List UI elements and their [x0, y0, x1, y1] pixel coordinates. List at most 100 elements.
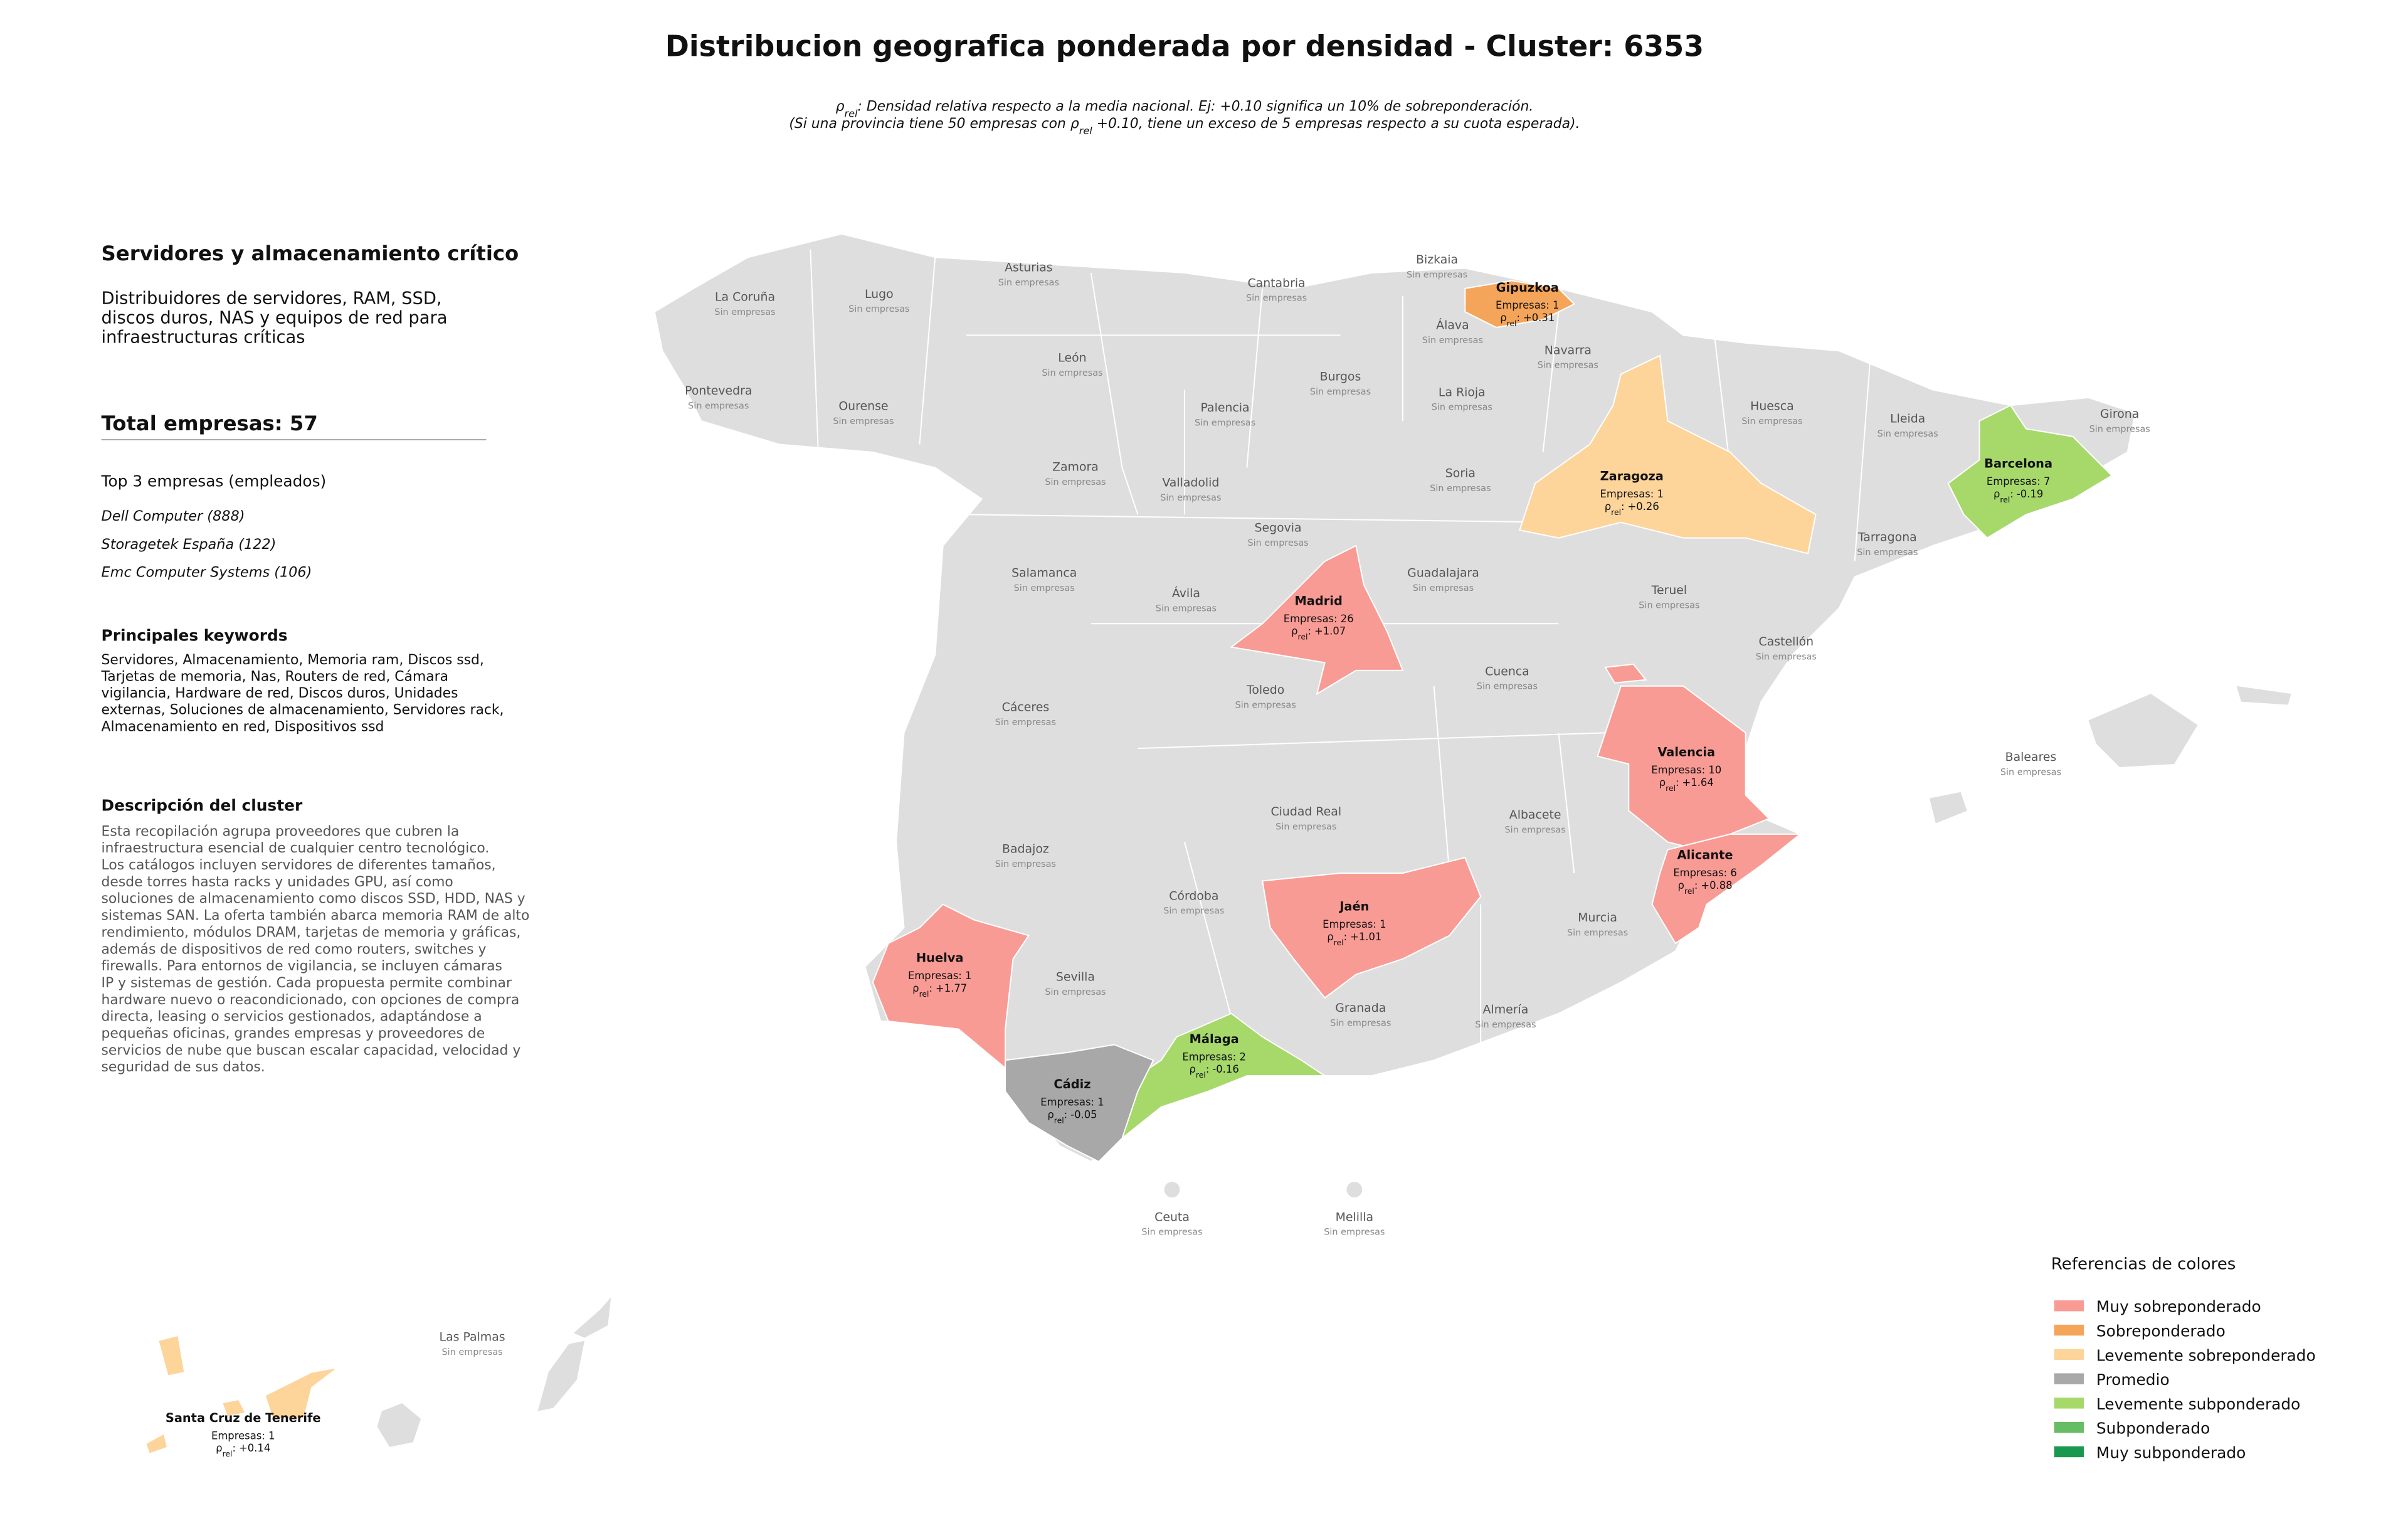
total-label: Total empresas: 57	[102, 411, 318, 435]
province-empty: Sin empresas	[714, 307, 775, 317]
legend-label: Levemente sobreponderado	[2096, 1346, 2316, 1364]
rho-separator: :	[1694, 879, 1698, 891]
rho-value: +1.64	[1682, 777, 1714, 788]
island	[146, 1336, 245, 1453]
rho-subscript: rel	[1079, 124, 1093, 136]
province-empty: Sin empresas	[1538, 361, 1598, 371]
province-name: La Rioja	[1439, 385, 1486, 399]
keywords-line: Tarjetas de memoria, Nas, Routers de red…	[101, 669, 449, 685]
legend-swatch	[2054, 1446, 2084, 1458]
province-empty: Sin empresas	[995, 859, 1056, 869]
legend-title: Referencias de colores	[2051, 1255, 2236, 1273]
province-name: Pontevedra	[685, 384, 752, 398]
description-line: pequeñas oficinas, grandes empresas y pr…	[102, 1026, 485, 1041]
rho-symbol: ρ	[1327, 931, 1333, 943]
description-line: firewalls. Para entornos de vigilancia, …	[102, 958, 502, 974]
description-line: además de dispositivos de red como route…	[102, 942, 487, 957]
province-name: Murcia	[1578, 911, 1617, 925]
province-rho: ρrel: -0.16	[1190, 1063, 1239, 1080]
base-map	[146, 233, 2291, 1453]
rho-subscript: rel	[1666, 783, 1676, 792]
province-name: Asturias	[1005, 261, 1053, 275]
province-empty: Sin empresas	[1163, 906, 1224, 916]
province-rho: ρrel: +0.14	[216, 1442, 270, 1458]
province-empty: Sin empresas	[1160, 493, 1221, 503]
province-name: Albacete	[1509, 808, 1561, 822]
subtitle-line: ρrel: Densidad relativa respecto a la me…	[836, 98, 1534, 119]
rho-subscript: rel	[1334, 937, 1344, 947]
province-name: Valencia	[1657, 745, 1715, 760]
rho-separator: :	[1307, 625, 1311, 637]
province-name: Málaga	[1190, 1032, 1239, 1046]
province-rho: ρrel: +1.01	[1327, 931, 1381, 947]
keywords-line: Servidores, Almacenamiento, Memoria ram,…	[102, 652, 484, 668]
province-area	[264, 1366, 339, 1419]
rho-subscript: rel	[1507, 319, 1517, 328]
province-empty: Sin empresas	[1857, 548, 1918, 558]
province-name: Palencia	[1201, 401, 1250, 415]
province-name: Madrid	[1295, 593, 1343, 608]
province-rho: ρrel: -0.05	[1047, 1108, 1097, 1125]
province-name: Alicante	[1677, 848, 1733, 862]
province-empty: Sin empresas	[441, 1347, 502, 1357]
province-empty: Sin empresas	[1045, 987, 1106, 997]
province-name: Lleida	[1890, 412, 1925, 426]
legend-label: Subponderado	[2096, 1419, 2210, 1438]
province-empty: Sin empresas	[1195, 418, 1255, 428]
province-empty: Sin empresas	[2000, 767, 2061, 777]
province-count: Empresas: 2	[1182, 1051, 1245, 1063]
panel-subtitle: infraestructuras críticas	[102, 327, 305, 347]
rho-value: -0.16	[1212, 1063, 1238, 1075]
province-name: León	[1058, 351, 1086, 365]
province-rho: ρrel: +0.26	[1605, 501, 1659, 517]
rho-value: +1.77	[936, 982, 967, 994]
province-name: Melilla	[1336, 1210, 1373, 1224]
description-line: directa, leasing o servicios gestionados…	[102, 1009, 482, 1025]
subtitle-text: : Densidad relativa respecto a la media …	[858, 98, 1534, 114]
legend-label: Muy subponderado	[2096, 1443, 2246, 1462]
rho-separator: :	[1517, 312, 1521, 324]
province-name: Barcelona	[1984, 457, 2052, 471]
rho-subscript: rel	[1054, 1115, 1064, 1125]
province-empty: Sin empresas	[1156, 603, 1217, 613]
legend-swatch	[2054, 1421, 2084, 1433]
rho-symbol: ρ	[1678, 879, 1684, 891]
keywords-line: Almacenamiento en red, Dispositivos ssd	[102, 719, 384, 735]
province-name: Ciudad Real	[1270, 805, 1341, 819]
panel-title: Servidores y almacenamiento crítico	[102, 241, 519, 265]
province-empty: Sin empresas	[1275, 822, 1336, 832]
province-rho: ρrel: +0.88	[1678, 879, 1733, 896]
panel-subtitle: Distribuidores de servidores, RAM, SSD,	[102, 289, 442, 309]
rho-subscript: rel	[1298, 632, 1308, 641]
top-company: Emc Computer Systems (106)	[102, 565, 312, 581]
province-count: Empresas: 1	[1496, 299, 1559, 311]
panel-subtitle: discos duros, NAS y equipos de red para	[102, 309, 448, 328]
province-name: Ceuta	[1154, 1210, 1190, 1224]
province-empty: Sin empresas	[848, 304, 909, 314]
province-name: Guadalajara	[1407, 566, 1479, 580]
rho-symbol: ρ	[912, 982, 919, 994]
keywords-heading: Principales keywords	[102, 627, 288, 645]
legend-swatch	[2054, 1324, 2084, 1336]
province-empty: Sin empresas	[995, 718, 1056, 728]
province-count: Empresas: 1	[211, 1430, 275, 1441]
rho-value: +1.07	[1314, 625, 1346, 637]
legend: Referencias de colores Muy sobreponderad…	[2051, 1255, 2316, 1462]
province-empty: Sin empresas	[1475, 1020, 1536, 1030]
description-line: rendimiento, módulos DRAM, tarjetas de m…	[102, 925, 521, 940]
province-area	[872, 903, 1030, 1069]
legend-label: Muy sobreponderado	[2096, 1298, 2261, 1316]
rho-value: +1.01	[1350, 931, 1381, 943]
province-empty: Sin empresas	[1422, 336, 1483, 346]
province-rho: ρrel: +1.64	[1659, 777, 1714, 793]
province-count: Empresas: 1	[908, 970, 971, 982]
province-empty: Sin empresas	[1505, 825, 1566, 835]
description-line: servicios de nube que buscan escalar cap…	[102, 1043, 521, 1058]
province-empty: Sin empresas	[1567, 928, 1628, 938]
province-name: Soria	[1445, 467, 1476, 480]
province-name: Tarragona	[1857, 531, 1917, 544]
province-empty: Sin empresas	[1042, 368, 1102, 378]
description-line: seguridad de sus datos.	[102, 1059, 265, 1075]
description-line: soluciones de almacenamiento como discos…	[102, 891, 525, 907]
